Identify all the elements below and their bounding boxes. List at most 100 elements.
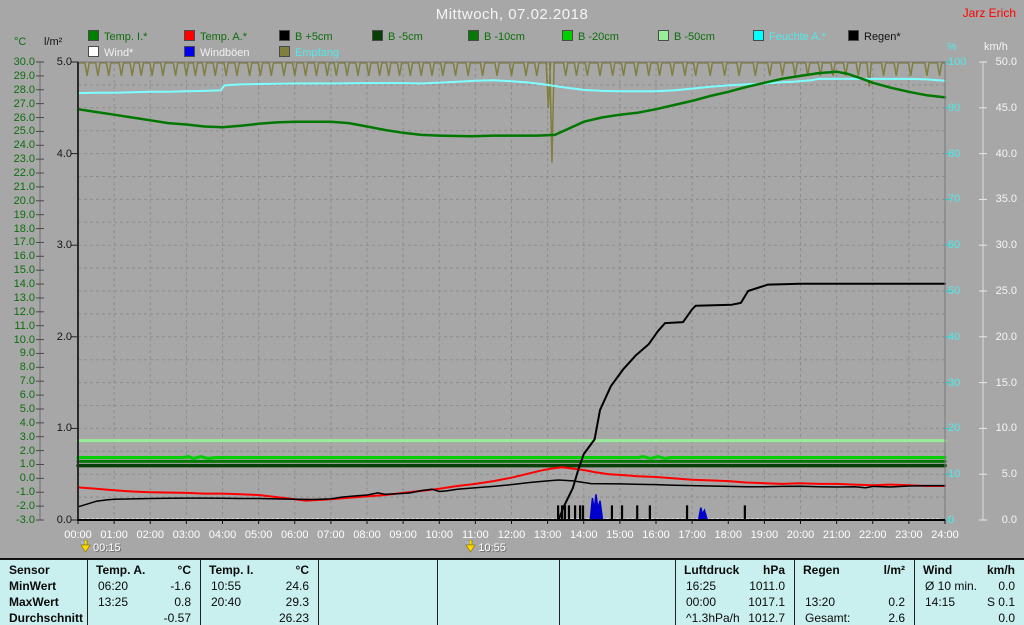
legend-label: Feuchte A.* — [769, 31, 826, 43]
percent-axis-label: 0 — [948, 514, 955, 526]
kmh-axis-label: 15.0 — [995, 376, 1017, 389]
gust-spike — [697, 507, 709, 521]
rain-bar — [685, 505, 689, 520]
rain-bar — [567, 505, 571, 520]
axis-unit-percent: % — [947, 41, 957, 53]
temp-axis-label: 4.0 — [19, 416, 35, 429]
table-row-label: Sensor — [9, 563, 50, 577]
table-col-unit: °C — [177, 563, 191, 577]
x-axis-label: 00:00 — [64, 529, 92, 541]
table-row-label: MinWert — [9, 579, 57, 593]
rain-axis-label: 4.0 — [56, 147, 72, 160]
series-temp-a- — [77, 466, 946, 502]
series-temp-i- — [76, 70, 947, 138]
kmh-axis-label: 20.0 — [995, 330, 1017, 343]
series-empfang — [78, 62, 945, 163]
rain-bar — [579, 505, 582, 520]
table-cell-row: 26.23 — [200, 610, 318, 625]
temp-axis-label: 2.0 — [19, 444, 35, 457]
legend-label: Empfang — [295, 47, 340, 59]
temp-axis-label: 13.0 — [13, 291, 35, 304]
temp-axis-label: 12.0 — [13, 305, 35, 318]
kmh-axis-label: 0.0 — [1001, 514, 1017, 526]
legend-item-wind-: Wind* — [88, 46, 133, 59]
temp-axis-label: 14.0 — [13, 278, 35, 291]
marker-time-label: 10:55 — [478, 542, 506, 554]
legend-swatch-icon — [372, 30, 383, 41]
series-regen-summe — [77, 282, 946, 521]
temp-axis-label: 15.0 — [13, 264, 35, 277]
table-cell-time: 00:00 — [686, 595, 717, 609]
table-column-divider — [318, 560, 319, 625]
table-column-divider — [437, 560, 438, 625]
table-col-unit: l/m² — [883, 563, 905, 577]
temp-axis-label: 23.0 — [13, 153, 35, 166]
percent-axis-label: 100 — [948, 56, 967, 68]
x-axis-label: 08:00 — [353, 529, 381, 541]
rain-bar — [636, 505, 639, 520]
table-col-name: Luftdruck — [684, 563, 740, 577]
axis-unit-lm2: l/m² — [44, 36, 63, 48]
rain-bar — [648, 505, 651, 520]
legend-label: B -50cm — [674, 31, 715, 43]
x-axis-label: 07:00 — [317, 529, 345, 541]
chart-canvas — [36, 61, 987, 524]
percent-axis-label: 80 — [948, 147, 961, 160]
table-cell-row: 06:20 -1.6 — [87, 578, 200, 594]
percent-axis-label: 70 — [948, 193, 961, 206]
legend-item-b-10cm: B -10cm — [468, 30, 525, 43]
temp-axis-label: 0.0 — [19, 472, 35, 485]
table-cell-time: 20:40 — [211, 595, 242, 609]
rain-axis-label: 3.0 — [56, 239, 72, 252]
table-cell-row: -0.57 — [87, 610, 200, 625]
x-axis-label: 11:00 — [462, 529, 489, 541]
kmh-axis-label: 35.0 — [995, 193, 1017, 206]
table-cell-value: 0.8 — [174, 595, 191, 609]
series-b-20cm — [76, 455, 947, 460]
table-cell-time: 13:20 — [805, 595, 836, 609]
table-cell-time: Gesamt: — [805, 611, 851, 625]
percent-axis-label: 30 — [948, 376, 961, 389]
legend-swatch-icon — [848, 30, 859, 41]
time-marker-00-15: 00:15 — [80, 539, 121, 554]
table-col-header: Temp. I. °C — [200, 562, 318, 578]
time-marker-10-55: 10:55 — [465, 539, 506, 554]
x-axis-label: 18:00 — [714, 529, 743, 541]
x-axis-label: 01:00 — [100, 529, 128, 541]
x-axis-label: 10:00 — [425, 529, 454, 541]
table-col-header: Regen l/m² — [794, 562, 914, 578]
table-cell-time: 13:25 — [98, 595, 129, 609]
temp-axis-label: 28.0 — [13, 83, 35, 96]
table-cell-row: 14:15 S 0.1 — [914, 594, 1024, 610]
table-column-divider — [914, 560, 915, 625]
table-cell-value: 1012.7 — [748, 611, 785, 625]
temp-axis-label: -3.0 — [16, 514, 35, 526]
temp-axis-label: 6.0 — [19, 389, 35, 402]
temp-axis-label: 7.0 — [19, 375, 35, 388]
stats-table: Sensor MinWert MaxWert Durchschnitt Temp. A.… — [0, 558, 1024, 625]
x-axis-label: 06:00 — [280, 529, 309, 541]
percent-axis-label: 90 — [948, 101, 961, 114]
kmh-axis-label: 30.0 — [995, 239, 1017, 252]
table-cell-value: 0.2 — [888, 595, 905, 609]
x-axis-label: 23:00 — [895, 529, 923, 541]
legend-label: Regen* — [864, 31, 901, 43]
table-col-unit: hPa — [762, 563, 785, 577]
table-column-divider — [200, 560, 201, 625]
table-column-divider — [559, 560, 560, 625]
kmh-axis-label: 40.0 — [995, 147, 1017, 160]
temp-axis-label: -1.0 — [16, 486, 35, 499]
legend-item-windb-en: Windböen — [184, 46, 250, 59]
x-axis-label: 16:00 — [642, 529, 670, 541]
table-cell-row: 00:00 1017.1 — [675, 594, 794, 610]
legend-label: Temp. I.* — [104, 31, 148, 43]
table-cell-value: S 0.1 — [986, 595, 1015, 609]
temp-axis-label: -2.0 — [16, 500, 35, 513]
kmh-axis-label: 5.0 — [1001, 468, 1017, 481]
table-cell-row: Ø 10 min. 0.0 — [914, 578, 1024, 594]
legend-item-regen-: Regen* — [848, 30, 901, 43]
temp-axis-label: 10.0 — [13, 333, 35, 346]
rain-bar — [563, 505, 567, 520]
legend-label: B +5cm — [295, 31, 333, 43]
